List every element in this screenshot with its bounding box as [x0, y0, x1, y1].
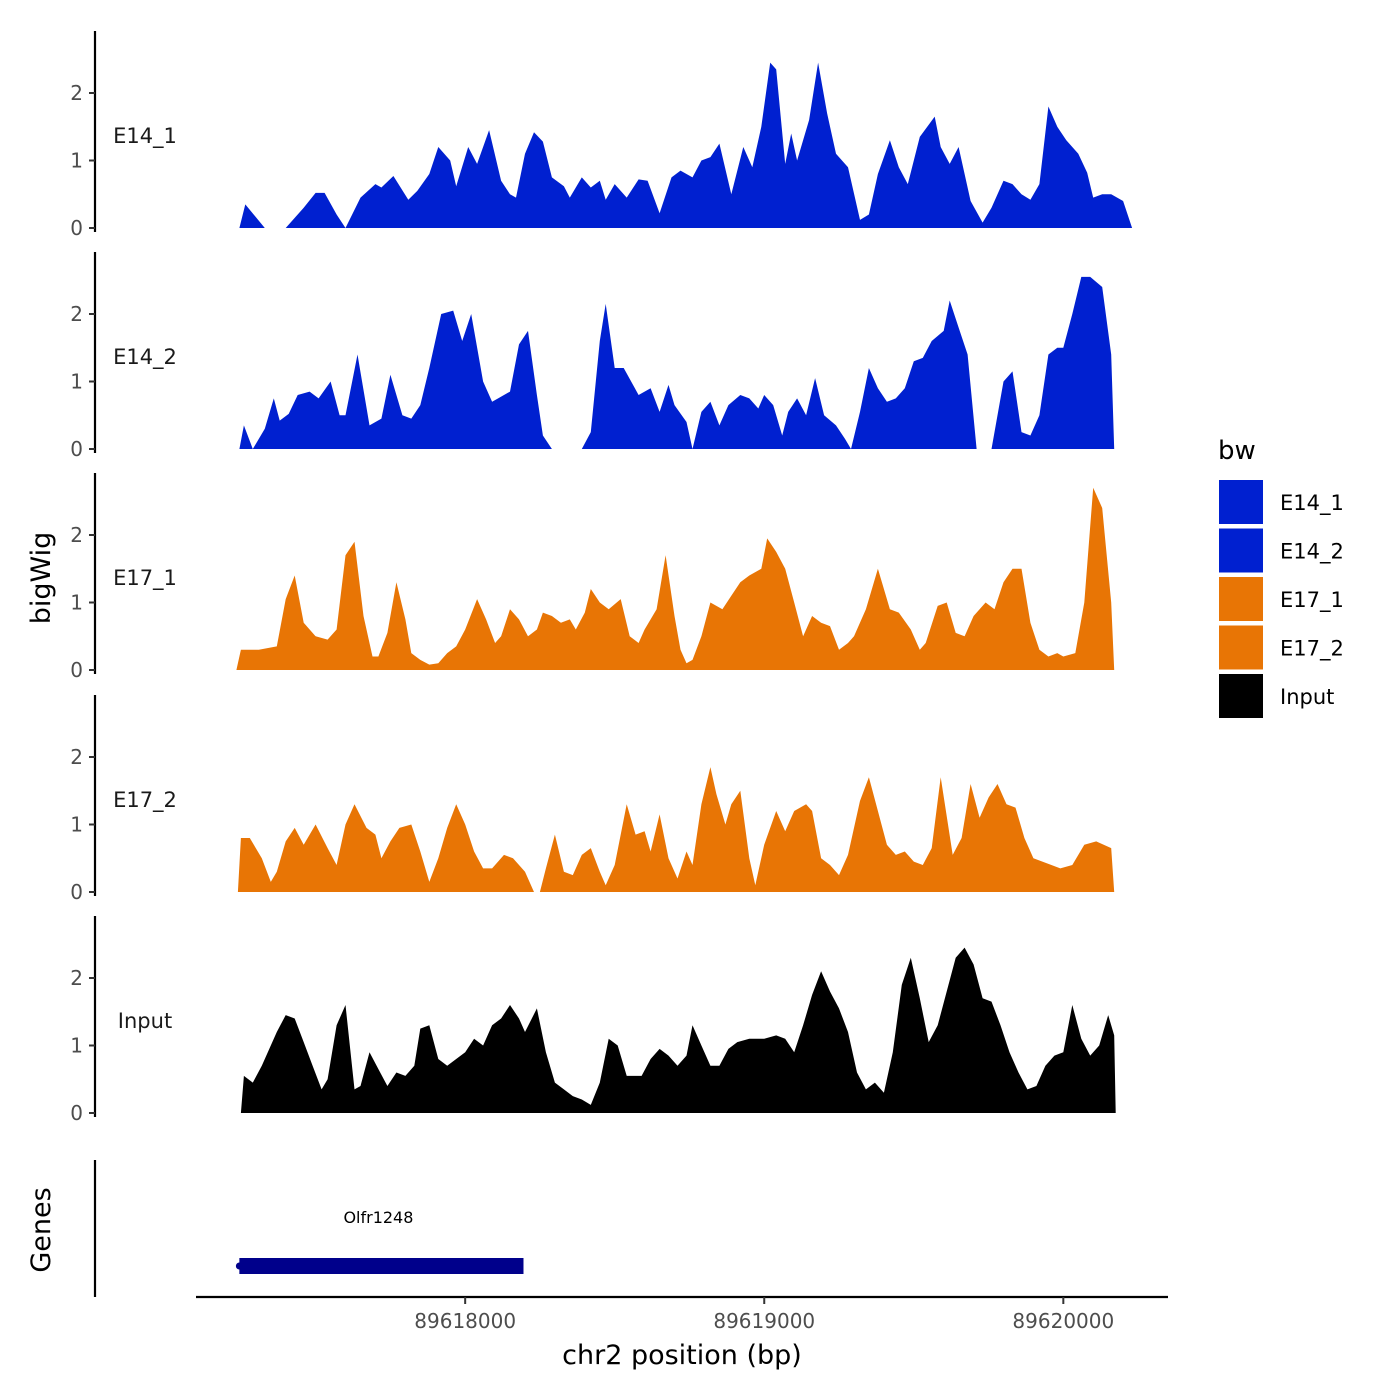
- legend-item-E14_2: E14_2: [1219, 528, 1344, 573]
- gene-track-title: Genes: [26, 1187, 57, 1272]
- y-tick-label: 2: [70, 523, 83, 547]
- legend-item-Input: Input: [1219, 674, 1334, 718]
- coverage-area-E17_2: [237, 767, 1115, 892]
- track-label: Input: [118, 1009, 172, 1033]
- track-E17_2: 0 1 2 E17_2: [70, 695, 1115, 904]
- y-tick-label: 0: [70, 658, 83, 682]
- coverage-area-E17_1: [236, 487, 1115, 670]
- y-tick-label: 1: [70, 370, 83, 394]
- gene-Olfr1248: Olfr1248: [235, 1208, 524, 1274]
- y-tick-label: 0: [70, 437, 83, 461]
- legend-item-E14_1: E14_1: [1219, 480, 1344, 524]
- gene-name-label: Olfr1248: [343, 1208, 413, 1227]
- x-axis: 89618000 89619000 89620000: [196, 1295, 1168, 1333]
- y-tick-label: 0: [70, 216, 83, 240]
- y-tick-label: 0: [70, 880, 83, 904]
- legend-title: bw: [1218, 436, 1256, 466]
- legend-label: E14_1: [1280, 491, 1344, 516]
- coverage-area-E14_2: [239, 276, 1115, 449]
- y-tick-label: 1: [70, 149, 83, 173]
- legend-label: E14_2: [1280, 540, 1344, 565]
- gene-strand-marker: [235, 1262, 243, 1270]
- legend-item-E17_2: E17_2: [1219, 625, 1344, 670]
- track-E14_1: 0 1 2 E14_1: [70, 31, 1133, 240]
- y-tick-label: 1: [70, 1034, 83, 1058]
- y-tick-label: 2: [70, 745, 83, 769]
- y-tick-label: 1: [70, 813, 83, 837]
- legend-swatch: [1219, 577, 1263, 621]
- legend-item-E17_1: E17_1: [1219, 577, 1344, 621]
- legend-label: E17_1: [1280, 588, 1344, 613]
- x-tick-label: 89619000: [713, 1309, 815, 1333]
- track-label: E14_1: [113, 124, 177, 149]
- legend-swatch: [1219, 528, 1263, 573]
- track-E14_2: 0 1 2 E14_2: [70, 252, 1115, 461]
- track-label: E17_1: [113, 566, 177, 591]
- track-label: E17_2: [113, 788, 177, 813]
- gene-panel: Olfr1248: [93, 1160, 524, 1297]
- y-tick-label: 2: [70, 966, 83, 990]
- coverage-area-E14_1: [239, 62, 1133, 228]
- legend-swatch: [1219, 625, 1263, 670]
- x-axis-title: chr2 position (bp): [562, 1340, 802, 1371]
- y-tick-label: 0: [70, 1101, 83, 1125]
- track-Input: 0 1 2 Input: [70, 916, 1116, 1125]
- track-label: E14_2: [113, 345, 177, 370]
- legend: bw E14_1 E14_2 E17_1 E17_2 Input: [1218, 436, 1344, 718]
- gene-body: [239, 1258, 524, 1274]
- legend-swatch: [1219, 674, 1263, 718]
- x-tick-label: 89620000: [1012, 1309, 1114, 1333]
- legend-label: Input: [1280, 685, 1334, 709]
- x-tick-label: 89618000: [414, 1309, 516, 1333]
- coverage-tracks: 0 1 2 E14_1 0 1 2 E14_2 0 1 2 E17_1 0 1 2 E17_2 0 1 2 Input: [70, 31, 1133, 1125]
- y-tick-label: 1: [70, 591, 83, 615]
- coverage-area-Input: [240, 947, 1116, 1113]
- y-tick-label: 2: [70, 81, 83, 105]
- y-axis-title: bigWig: [26, 532, 57, 625]
- y-tick-label: 2: [70, 302, 83, 326]
- legend-swatch: [1219, 480, 1263, 524]
- legend-label: E17_2: [1280, 637, 1344, 662]
- track-E17_1: 0 1 2 E17_1: [70, 473, 1115, 682]
